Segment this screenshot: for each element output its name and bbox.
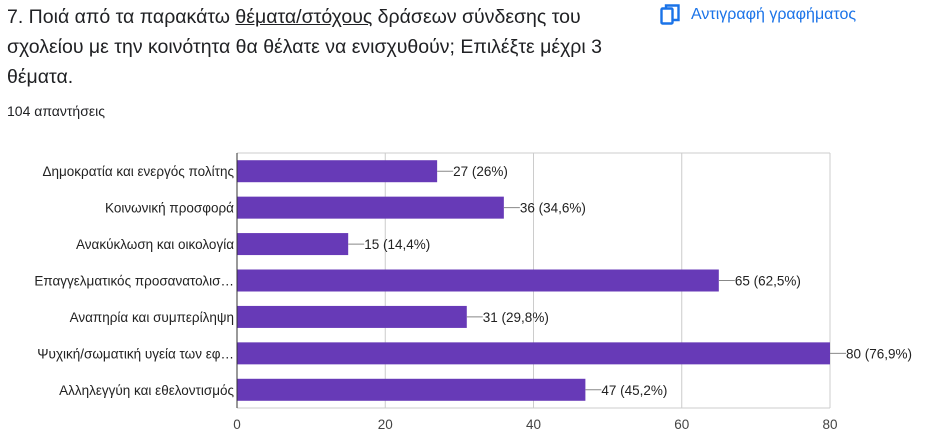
x-tick-label-0: 0 bbox=[233, 417, 241, 432]
category-label-2: Ανακύκλωση και οικολογία bbox=[76, 237, 234, 252]
value-label-2: 15 (14,4%) bbox=[364, 237, 430, 252]
category-label-5: Ψυχική/σωματική υγεία των εφ… bbox=[37, 346, 234, 361]
bar-0 bbox=[237, 160, 438, 183]
question-underlined: θέματα/στόχους bbox=[235, 6, 373, 28]
bar-4 bbox=[237, 305, 467, 328]
category-label-6: Αλληλεγγύη και εθελοντισμός bbox=[59, 383, 234, 398]
question-prefix: 7. Ποιά από τα παρακάτω bbox=[7, 6, 236, 28]
category-label-4: Αναπηρία και συμπερίληψη bbox=[70, 310, 234, 325]
bar-6 bbox=[237, 378, 586, 401]
bar-1 bbox=[237, 196, 504, 219]
category-label-3: Επαγγελματικός προσανατολισ… bbox=[34, 274, 234, 289]
value-label-3: 65 (62,5%) bbox=[735, 274, 801, 289]
copy-icon bbox=[660, 4, 680, 26]
value-label-0: 27 (26%) bbox=[453, 164, 508, 179]
bar-2 bbox=[237, 233, 349, 256]
copy-chart-label: Αντιγραφή γραφήματος bbox=[691, 6, 857, 23]
category-label-1: Κοινωνική προσφορά bbox=[105, 201, 234, 216]
category-label-0: Δημοκρατία και ενεργός πολίτης bbox=[42, 164, 234, 179]
value-label-4: 31 (29,8%) bbox=[483, 310, 549, 325]
responses-count: 104 απαντήσεις bbox=[7, 103, 105, 119]
question-title: 7. Ποιά από τα παρακάτω θέματα/στόχους δ… bbox=[7, 2, 647, 92]
value-label-1: 36 (34,6%) bbox=[520, 201, 586, 216]
x-tick-label-2: 40 bbox=[526, 417, 541, 432]
bar-3 bbox=[237, 269, 719, 292]
bar-5 bbox=[237, 342, 830, 365]
value-label-6: 47 (45,2%) bbox=[601, 383, 667, 398]
x-tick-label-1: 20 bbox=[378, 417, 393, 432]
copy-chart-button[interactable]: Αντιγραφή γραφήματος bbox=[660, 4, 856, 26]
value-label-5: 80 (76,9%) bbox=[846, 346, 912, 361]
question-suffix: δράσεων σύνδεσης του σχολείου με την κοι… bbox=[7, 6, 602, 88]
x-tick-label-4: 80 bbox=[822, 417, 837, 432]
x-tick-label-3: 60 bbox=[674, 417, 689, 432]
